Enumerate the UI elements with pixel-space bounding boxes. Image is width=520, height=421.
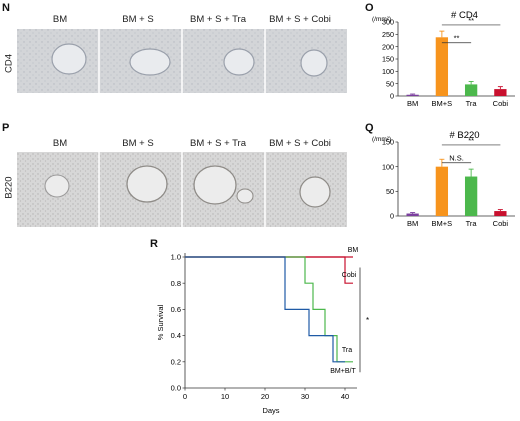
b220-category-label-3: Cobi bbox=[493, 219, 509, 228]
cd4-bar-2 bbox=[464, 84, 478, 96]
cd4-histology-image bbox=[17, 29, 347, 93]
cd4-ytick-label-2: 100 bbox=[382, 67, 394, 76]
cd4-ytick-label-3: 150 bbox=[382, 55, 394, 64]
b220-sig-label-1: ** bbox=[468, 136, 474, 145]
col-label-n-3: BM + S + Tra bbox=[190, 14, 246, 25]
cd4-category-label-2: Tra bbox=[466, 99, 478, 108]
b220-ytick-label-3: 150 bbox=[382, 138, 394, 147]
survival-xtick-label-3: 30 bbox=[301, 392, 309, 401]
cd4-ytick-label-0: 0 bbox=[390, 92, 394, 101]
b220-bar-3 bbox=[494, 211, 507, 216]
b220-bar-2 bbox=[464, 176, 478, 216]
cd4-category-label-0: BM bbox=[407, 99, 418, 108]
col-label-p-3: BM + S + Tra bbox=[190, 138, 246, 149]
cd4-sig-label-1: ** bbox=[468, 16, 474, 25]
b220-ytick-label-1: 50 bbox=[386, 187, 394, 196]
survival-xtick-label-0: 0 bbox=[183, 392, 187, 401]
col-label-n-1: BM bbox=[52, 14, 68, 25]
col-label-n-4: BM + S + Cobi bbox=[269, 14, 331, 25]
cd4-category-label-1: BM+S bbox=[432, 99, 453, 108]
survival-series-label-2: Tra bbox=[342, 347, 352, 354]
b220-category-label-0: BM bbox=[407, 219, 418, 228]
panel-letter-n: N bbox=[2, 2, 10, 14]
survival-series-label-3: BM+B/T bbox=[330, 368, 356, 375]
panel-letter-q: Q bbox=[365, 122, 374, 134]
b220-title: # B220 bbox=[449, 130, 479, 141]
cd4-ytick-label-5: 250 bbox=[382, 30, 394, 39]
b220-histology-image bbox=[17, 152, 347, 227]
col-label-p-4: BM + S + Cobi bbox=[269, 138, 331, 149]
cd4-ytick-label-1: 50 bbox=[386, 79, 394, 88]
cd4-bar-chart: # CD4 (/mm²) 0 50 100 150 200 250 300 BM BM+S Tra Co… bbox=[372, 10, 515, 108]
b220-bar-0 bbox=[406, 213, 419, 216]
survival-xtick-label-1: 10 bbox=[221, 392, 229, 401]
b220-ylabel: (/mm²) bbox=[372, 136, 391, 143]
panel-letter-r: R bbox=[150, 238, 158, 250]
survival-series-label-0: BM bbox=[348, 247, 359, 254]
col-label-p-1: BM bbox=[52, 138, 68, 149]
survival-chart: 0.0 0.2 0.4 0.6 0.8 1.0 0 10 20 30 40 Days % Surviva… bbox=[156, 247, 369, 415]
cd4-bar-1 bbox=[435, 37, 449, 96]
cd4-title: # CD4 bbox=[451, 10, 478, 21]
cd4-category-label-3: Cobi bbox=[493, 99, 509, 108]
survival-xtick-label-4: 40 bbox=[341, 392, 349, 401]
b220-category-label-1: BM+S bbox=[432, 219, 453, 228]
survival-series-tra bbox=[185, 256, 353, 363]
col-label-p-2: BM + S bbox=[122, 138, 154, 149]
cd4-ytick-label-6: 300 bbox=[382, 18, 394, 27]
cd4-bar-0 bbox=[406, 94, 419, 96]
col-label-n-2: BM + S bbox=[122, 14, 154, 25]
survival-ytick-label-4: 0.8 bbox=[171, 279, 181, 288]
survival-ytick-label-5: 1.0 bbox=[171, 253, 181, 262]
survival-sig-label: * bbox=[366, 316, 369, 325]
cd4-sig-label-0: ** bbox=[454, 34, 460, 43]
survival-series-bm-b-t bbox=[185, 256, 345, 363]
survival-ylabel: % Survival bbox=[156, 304, 165, 340]
cd4-ylabel: (/mm²) bbox=[372, 16, 391, 23]
survival-ytick-label-2: 0.4 bbox=[171, 331, 181, 340]
b220-ytick-label-0: 0 bbox=[390, 212, 394, 221]
survival-ytick-label-1: 0.2 bbox=[171, 357, 181, 366]
survival-ytick-label-3: 0.6 bbox=[171, 305, 181, 314]
survival-series-cobi bbox=[185, 256, 353, 284]
survival-xtick-label-2: 20 bbox=[261, 392, 269, 401]
survival-series-label-1: Cobi bbox=[342, 272, 357, 279]
cd4-ytick-label-4: 200 bbox=[382, 42, 394, 51]
b220-ytick-label-2: 100 bbox=[382, 162, 394, 171]
b220-bar-1 bbox=[435, 166, 449, 216]
row-label-b220: B220 bbox=[3, 176, 15, 199]
survival-ytick-label-0: 0.0 bbox=[171, 384, 181, 393]
b220-sig-label-0: N.S. bbox=[449, 154, 464, 163]
survival-xlabel: Days bbox=[262, 406, 279, 415]
b220-bar-chart: # B220 (/mm²) 0 50 100 150 BM BM+S Tra Cobi N.S. ** bbox=[372, 130, 515, 228]
panel-letter-o: O bbox=[365, 2, 374, 14]
row-label-cd4: CD4 bbox=[3, 54, 15, 74]
b220-category-label-2: Tra bbox=[466, 219, 478, 228]
panel-letter-p: P bbox=[2, 122, 10, 134]
cd4-bar-3 bbox=[494, 89, 507, 96]
